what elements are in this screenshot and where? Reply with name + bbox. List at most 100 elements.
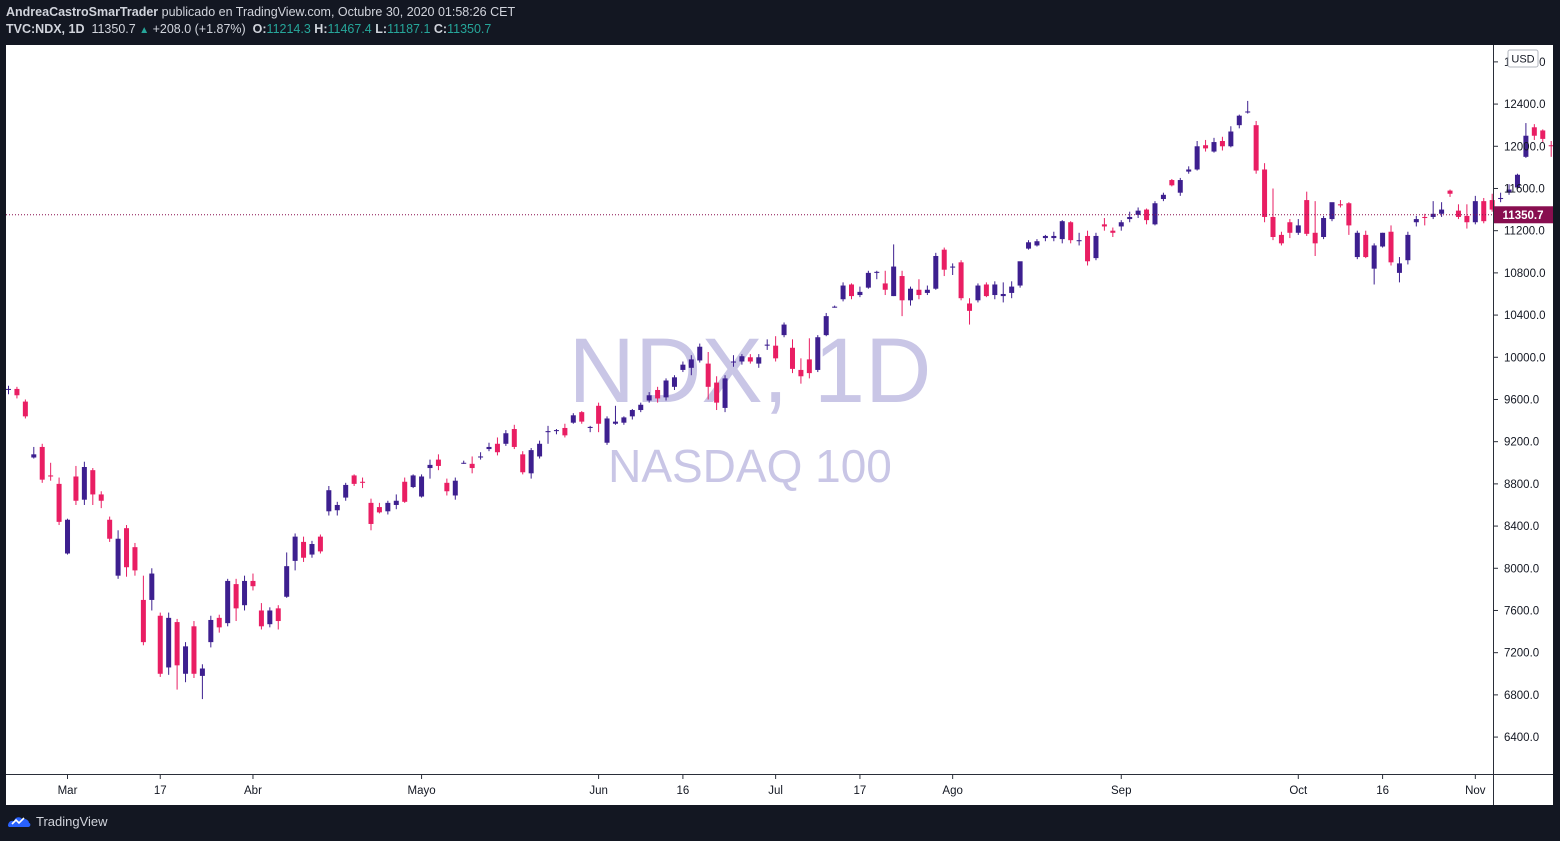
candle[interactable] xyxy=(891,244,897,297)
candle[interactable] xyxy=(646,392,652,403)
candle[interactable] xyxy=(739,354,745,365)
candle[interactable] xyxy=(1152,201,1158,226)
candle[interactable] xyxy=(107,516,113,542)
candle[interactable] xyxy=(39,443,45,483)
candle[interactable] xyxy=(81,461,87,505)
candle[interactable] xyxy=(98,491,104,509)
candle[interactable] xyxy=(1101,218,1107,231)
candle[interactable] xyxy=(1413,215,1419,227)
candle[interactable] xyxy=(832,305,838,308)
candle[interactable] xyxy=(402,477,408,503)
candle[interactable] xyxy=(511,424,517,450)
candle[interactable] xyxy=(250,573,256,591)
candle[interactable] xyxy=(199,664,205,700)
candle[interactable] xyxy=(840,282,846,302)
candle[interactable] xyxy=(1287,219,1293,239)
author-name[interactable]: AndreaCastroSmarTrader xyxy=(6,5,159,19)
candle[interactable] xyxy=(545,425,551,444)
candle[interactable] xyxy=(1160,192,1166,202)
candle[interactable] xyxy=(1354,230,1360,260)
candle[interactable] xyxy=(1253,120,1259,174)
candle[interactable] xyxy=(242,575,248,611)
candle[interactable] xyxy=(183,642,189,683)
candle[interactable] xyxy=(309,540,315,558)
candle[interactable] xyxy=(1548,141,1553,157)
candle[interactable] xyxy=(469,456,475,474)
candle[interactable] xyxy=(882,270,888,296)
candle[interactable] xyxy=(191,621,197,678)
candle[interactable] xyxy=(671,375,677,390)
candle[interactable] xyxy=(1388,225,1394,266)
candle[interactable] xyxy=(208,615,214,648)
candle[interactable] xyxy=(14,386,20,399)
candle[interactable] xyxy=(115,530,121,579)
candle[interactable] xyxy=(1472,195,1478,225)
candle[interactable] xyxy=(292,533,298,571)
candle[interactable] xyxy=(444,478,450,496)
candle[interactable] xyxy=(301,536,307,562)
candle[interactable] xyxy=(393,494,399,510)
candle[interactable] xyxy=(1034,239,1040,247)
candle[interactable] xyxy=(1523,123,1529,158)
candle[interactable] xyxy=(908,286,914,306)
footer-brand[interactable]: TradingView xyxy=(6,812,108,830)
candle[interactable] xyxy=(351,474,357,486)
candle[interactable] xyxy=(149,568,155,611)
candle[interactable] xyxy=(773,336,779,362)
candle[interactable] xyxy=(410,474,416,489)
candle[interactable] xyxy=(1262,163,1268,223)
candle[interactable] xyxy=(562,423,568,438)
candle[interactable] xyxy=(132,542,138,576)
candle[interactable] xyxy=(1304,191,1310,236)
candle[interactable] xyxy=(798,358,804,384)
candle[interactable] xyxy=(1118,220,1124,231)
candle[interactable] xyxy=(612,405,618,425)
candle[interactable] xyxy=(1295,219,1301,235)
candle[interactable] xyxy=(360,477,366,489)
candle[interactable] xyxy=(1051,231,1057,242)
candle[interactable] xyxy=(663,378,669,401)
candle[interactable] xyxy=(1017,261,1023,288)
candle[interactable] xyxy=(874,270,880,280)
candle[interactable] xyxy=(385,500,391,515)
candle[interactable] xyxy=(680,361,686,373)
candle[interactable] xyxy=(1312,201,1318,256)
candle[interactable] xyxy=(435,454,441,471)
candle[interactable] xyxy=(1405,231,1411,265)
candle[interactable] xyxy=(823,312,829,337)
candle[interactable] xyxy=(1321,215,1327,240)
candle[interactable] xyxy=(756,354,762,368)
candle[interactable] xyxy=(1059,220,1065,244)
candle[interactable] xyxy=(958,260,964,301)
candle[interactable] xyxy=(267,607,273,628)
candle[interactable] xyxy=(1169,178,1175,187)
candle[interactable] xyxy=(983,282,989,298)
candle[interactable] xyxy=(1455,204,1461,220)
candle[interactable] xyxy=(764,339,770,350)
candle[interactable] xyxy=(975,283,981,303)
candle[interactable] xyxy=(31,446,37,459)
candle[interactable] xyxy=(655,386,661,403)
candle[interactable] xyxy=(950,263,956,275)
candle[interactable] xyxy=(73,465,79,505)
candle[interactable] xyxy=(1186,166,1192,174)
candle[interactable] xyxy=(6,385,11,395)
candle[interactable] xyxy=(1144,208,1150,225)
candle[interactable] xyxy=(90,468,96,505)
candle[interactable] xyxy=(705,352,711,400)
candle[interactable] xyxy=(520,451,526,475)
candle[interactable] xyxy=(503,430,509,446)
candle[interactable] xyxy=(722,375,728,413)
candle[interactable] xyxy=(1000,282,1006,303)
candle[interactable] xyxy=(604,416,610,445)
candle[interactable] xyxy=(1245,100,1251,114)
candle[interactable] xyxy=(494,437,500,456)
candle[interactable] xyxy=(174,618,180,690)
candle[interactable] xyxy=(570,413,576,424)
candle[interactable] xyxy=(140,575,146,646)
candle[interactable] xyxy=(1439,202,1445,217)
candle[interactable] xyxy=(1009,281,1015,299)
candle[interactable] xyxy=(806,338,812,379)
candle[interactable] xyxy=(216,614,222,633)
candle[interactable] xyxy=(747,354,753,364)
